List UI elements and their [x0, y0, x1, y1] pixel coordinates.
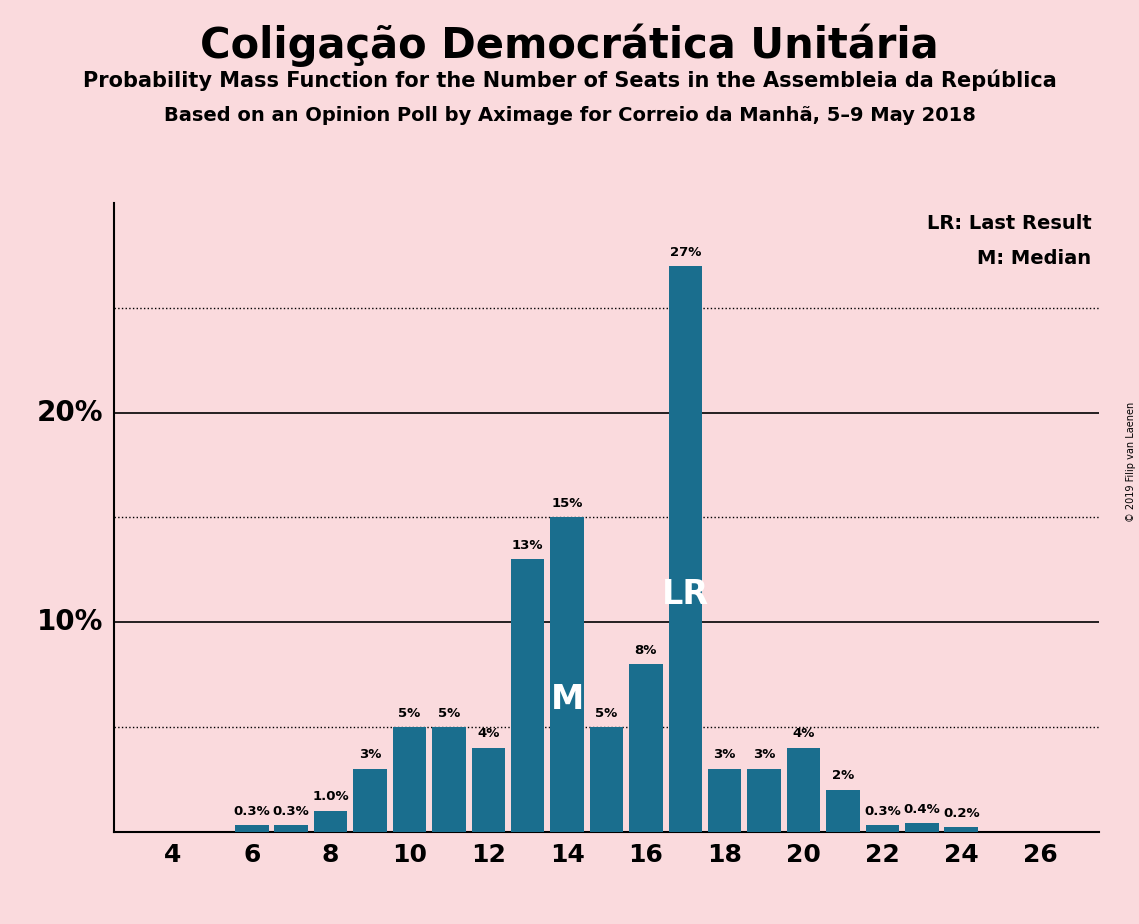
Bar	[511, 559, 544, 832]
Bar	[826, 790, 860, 832]
Text: 3%: 3%	[713, 748, 736, 761]
Bar	[944, 827, 978, 832]
Text: 8%: 8%	[634, 644, 657, 657]
Text: 15%: 15%	[551, 497, 583, 510]
Text: 20%: 20%	[36, 399, 103, 427]
Bar	[629, 664, 663, 832]
Bar	[393, 727, 426, 832]
Text: © 2019 Filip van Laenen: © 2019 Filip van Laenen	[1126, 402, 1136, 522]
Text: 5%: 5%	[437, 707, 460, 720]
Text: 0.4%: 0.4%	[903, 803, 940, 816]
Text: 1.0%: 1.0%	[312, 790, 349, 803]
Bar	[747, 769, 781, 832]
Text: Based on an Opinion Poll by Aximage for Correio da Manhã, 5–9 May 2018: Based on an Opinion Poll by Aximage for …	[164, 106, 975, 126]
Text: 4%: 4%	[477, 727, 500, 740]
Text: 5%: 5%	[399, 707, 420, 720]
Bar	[235, 825, 269, 832]
Bar	[550, 517, 584, 832]
Text: M: M	[550, 683, 583, 716]
Text: 0.2%: 0.2%	[943, 807, 980, 821]
Text: 10%: 10%	[36, 608, 103, 636]
Text: 4%: 4%	[793, 727, 814, 740]
Text: 0.3%: 0.3%	[865, 805, 901, 818]
Bar	[708, 769, 741, 832]
Text: 5%: 5%	[596, 707, 617, 720]
Text: 3%: 3%	[359, 748, 382, 761]
Text: 13%: 13%	[511, 539, 543, 552]
Bar	[590, 727, 623, 832]
Bar	[906, 823, 939, 832]
Bar	[866, 825, 899, 832]
Bar	[432, 727, 466, 832]
Text: 0.3%: 0.3%	[273, 805, 310, 818]
Bar	[314, 810, 347, 832]
Bar	[669, 266, 702, 832]
Text: 27%: 27%	[670, 246, 700, 259]
Text: M: Median: M: Median	[977, 249, 1091, 268]
Text: LR: LR	[662, 578, 708, 611]
Text: 2%: 2%	[831, 770, 854, 783]
Text: LR: Last Result: LR: Last Result	[926, 213, 1091, 233]
Bar	[787, 748, 820, 832]
Text: 3%: 3%	[753, 748, 776, 761]
Bar	[472, 748, 505, 832]
Bar	[353, 769, 387, 832]
Text: Coligação Democrática Unitária: Coligação Democrática Unitária	[200, 23, 939, 67]
Text: Probability Mass Function for the Number of Seats in the Assembleia da República: Probability Mass Function for the Number…	[83, 69, 1056, 91]
Text: 0.3%: 0.3%	[233, 805, 270, 818]
Bar	[274, 825, 308, 832]
